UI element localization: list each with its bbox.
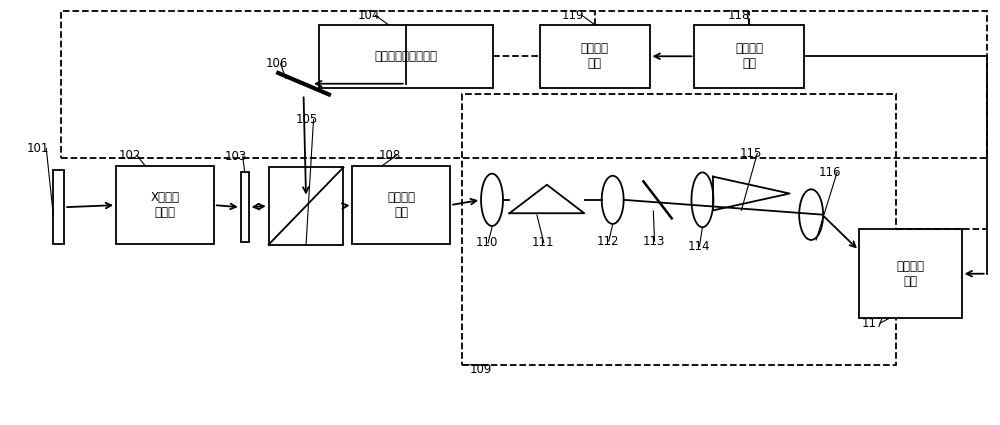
Polygon shape: [509, 185, 584, 213]
Text: 113: 113: [643, 235, 665, 248]
Ellipse shape: [602, 176, 624, 224]
Bar: [116, 166, 214, 244]
Text: X射线耦
合模块: X射线耦 合模块: [150, 191, 179, 219]
Text: 115: 115: [739, 147, 762, 160]
Bar: [61, 11, 987, 159]
Bar: [269, 167, 343, 245]
Text: 119: 119: [562, 9, 584, 22]
Text: 102: 102: [119, 149, 141, 162]
Bar: [462, 94, 896, 365]
Text: 116: 116: [819, 166, 842, 179]
Bar: [352, 166, 450, 244]
Text: 109: 109: [470, 363, 492, 376]
Text: 啁啾脉冲光产生模块: 啁啾脉冲光产生模块: [374, 50, 437, 63]
Text: 110: 110: [476, 236, 498, 249]
Ellipse shape: [691, 173, 713, 227]
Bar: [540, 25, 650, 88]
Text: 106: 106: [266, 57, 288, 71]
Ellipse shape: [481, 174, 503, 226]
Text: 111: 111: [532, 236, 554, 249]
Text: 114: 114: [687, 240, 710, 253]
Text: 108: 108: [378, 149, 401, 162]
Text: 同步控制
模块: 同步控制 模块: [581, 42, 609, 70]
Text: 117: 117: [862, 317, 884, 330]
Bar: [53, 170, 64, 244]
Polygon shape: [713, 177, 790, 210]
Text: 104: 104: [357, 9, 380, 22]
Bar: [241, 173, 249, 242]
Text: 相位提取
模块: 相位提取 模块: [387, 191, 415, 219]
Ellipse shape: [799, 189, 823, 240]
Text: 105: 105: [296, 113, 318, 126]
Bar: [319, 25, 493, 88]
Text: 101: 101: [26, 142, 49, 155]
Bar: [859, 230, 962, 318]
Text: 103: 103: [225, 150, 247, 163]
Text: 118: 118: [727, 9, 750, 22]
Text: 图像处理
模块: 图像处理 模块: [735, 42, 763, 70]
Text: 112: 112: [597, 235, 619, 248]
Bar: [694, 25, 804, 88]
Text: 数据采集
模块: 数据采集 模块: [896, 260, 924, 288]
